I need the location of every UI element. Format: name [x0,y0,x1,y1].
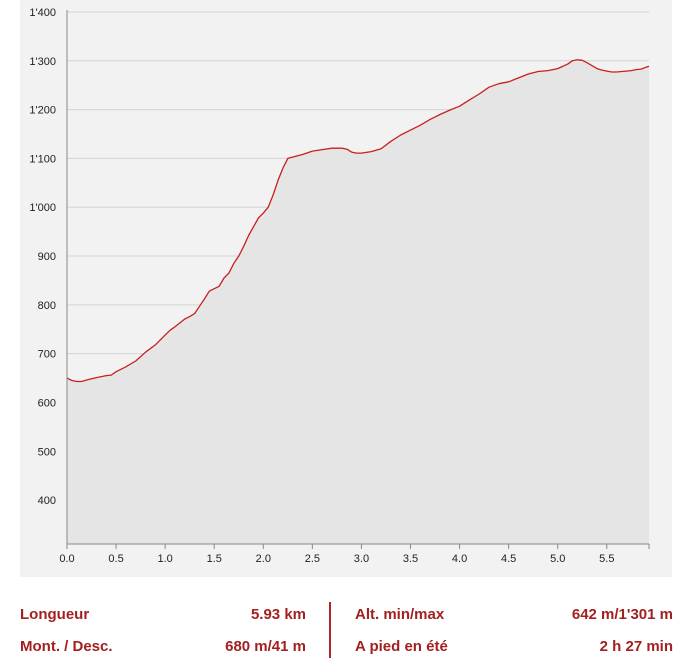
elevation-area-layer [66,59,650,545]
y-tick-label: 600 [38,397,56,409]
y-tick-label: 800 [38,300,56,312]
x-tick-label: 4.5 [501,553,516,565]
stats-divider [329,602,331,658]
y-tick-label: 1'100 [29,153,56,165]
ascent-descent-value: 680 m/41 m [225,638,306,655]
altitude-min-max-value: 642 m/1'301 m [571,606,673,623]
elevation-area [67,59,649,545]
x-tick-label: 3.5 [403,553,418,565]
y-tick-label: 900 [38,251,56,263]
route-stats: Longueur 5.93 km Mont. / Desc. 680 m/41 … [0,590,700,672]
x-tick-label: 3.0 [354,553,369,565]
x-tick-label: 0.5 [108,553,123,565]
elevation-chart-panel: 400 500 600 700 800 900 1'000 1'100 1'200 1'300 1'… [20,0,672,577]
y-tick-label: 1'300 [29,56,56,68]
y-tick-label: 1'000 [29,202,56,214]
y-tick-label: 1'200 [29,105,56,117]
axis-layer [66,10,650,549]
walking-time-label: A pied en été [355,638,448,655]
walking-time-value: 2 h 27 min [599,638,673,655]
y-tick-label: 400 [38,495,56,507]
x-tick-label: 4.0 [452,553,467,565]
distance-value: 5.93 km [250,606,306,623]
elevation-line [66,59,650,383]
ascent-descent-label: Mont. / Desc. [20,638,113,655]
x-tick-label: 2.5 [305,553,320,565]
altitude-min-max-label: Alt. min/max [355,606,445,623]
elevation-chart: 400 500 600 700 800 900 1'000 1'100 1'200 1'300 1'… [29,7,650,565]
y-tick-label: 1'400 [29,7,56,19]
x-tick-label: 1.5 [207,553,222,565]
x-tick-label: 5.5 [599,553,614,565]
x-tick-label: 1.0 [157,553,172,565]
x-tick-label: 2.0 [256,553,271,565]
x-tick-label: 0.0 [59,553,74,565]
y-tick-label: 500 [38,446,56,458]
distance-label: Longueur [20,606,90,623]
x-tick-label: 5.0 [550,553,565,565]
y-tick-label: 700 [38,349,56,361]
tick-label-layer: 400 500 600 700 800 900 1'000 1'100 1'200 1'300 1'… [29,7,614,565]
